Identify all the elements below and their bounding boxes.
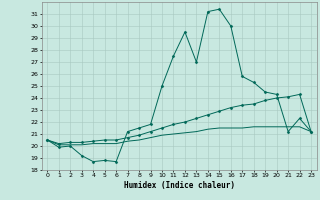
X-axis label: Humidex (Indice chaleur): Humidex (Indice chaleur) (124, 181, 235, 190)
